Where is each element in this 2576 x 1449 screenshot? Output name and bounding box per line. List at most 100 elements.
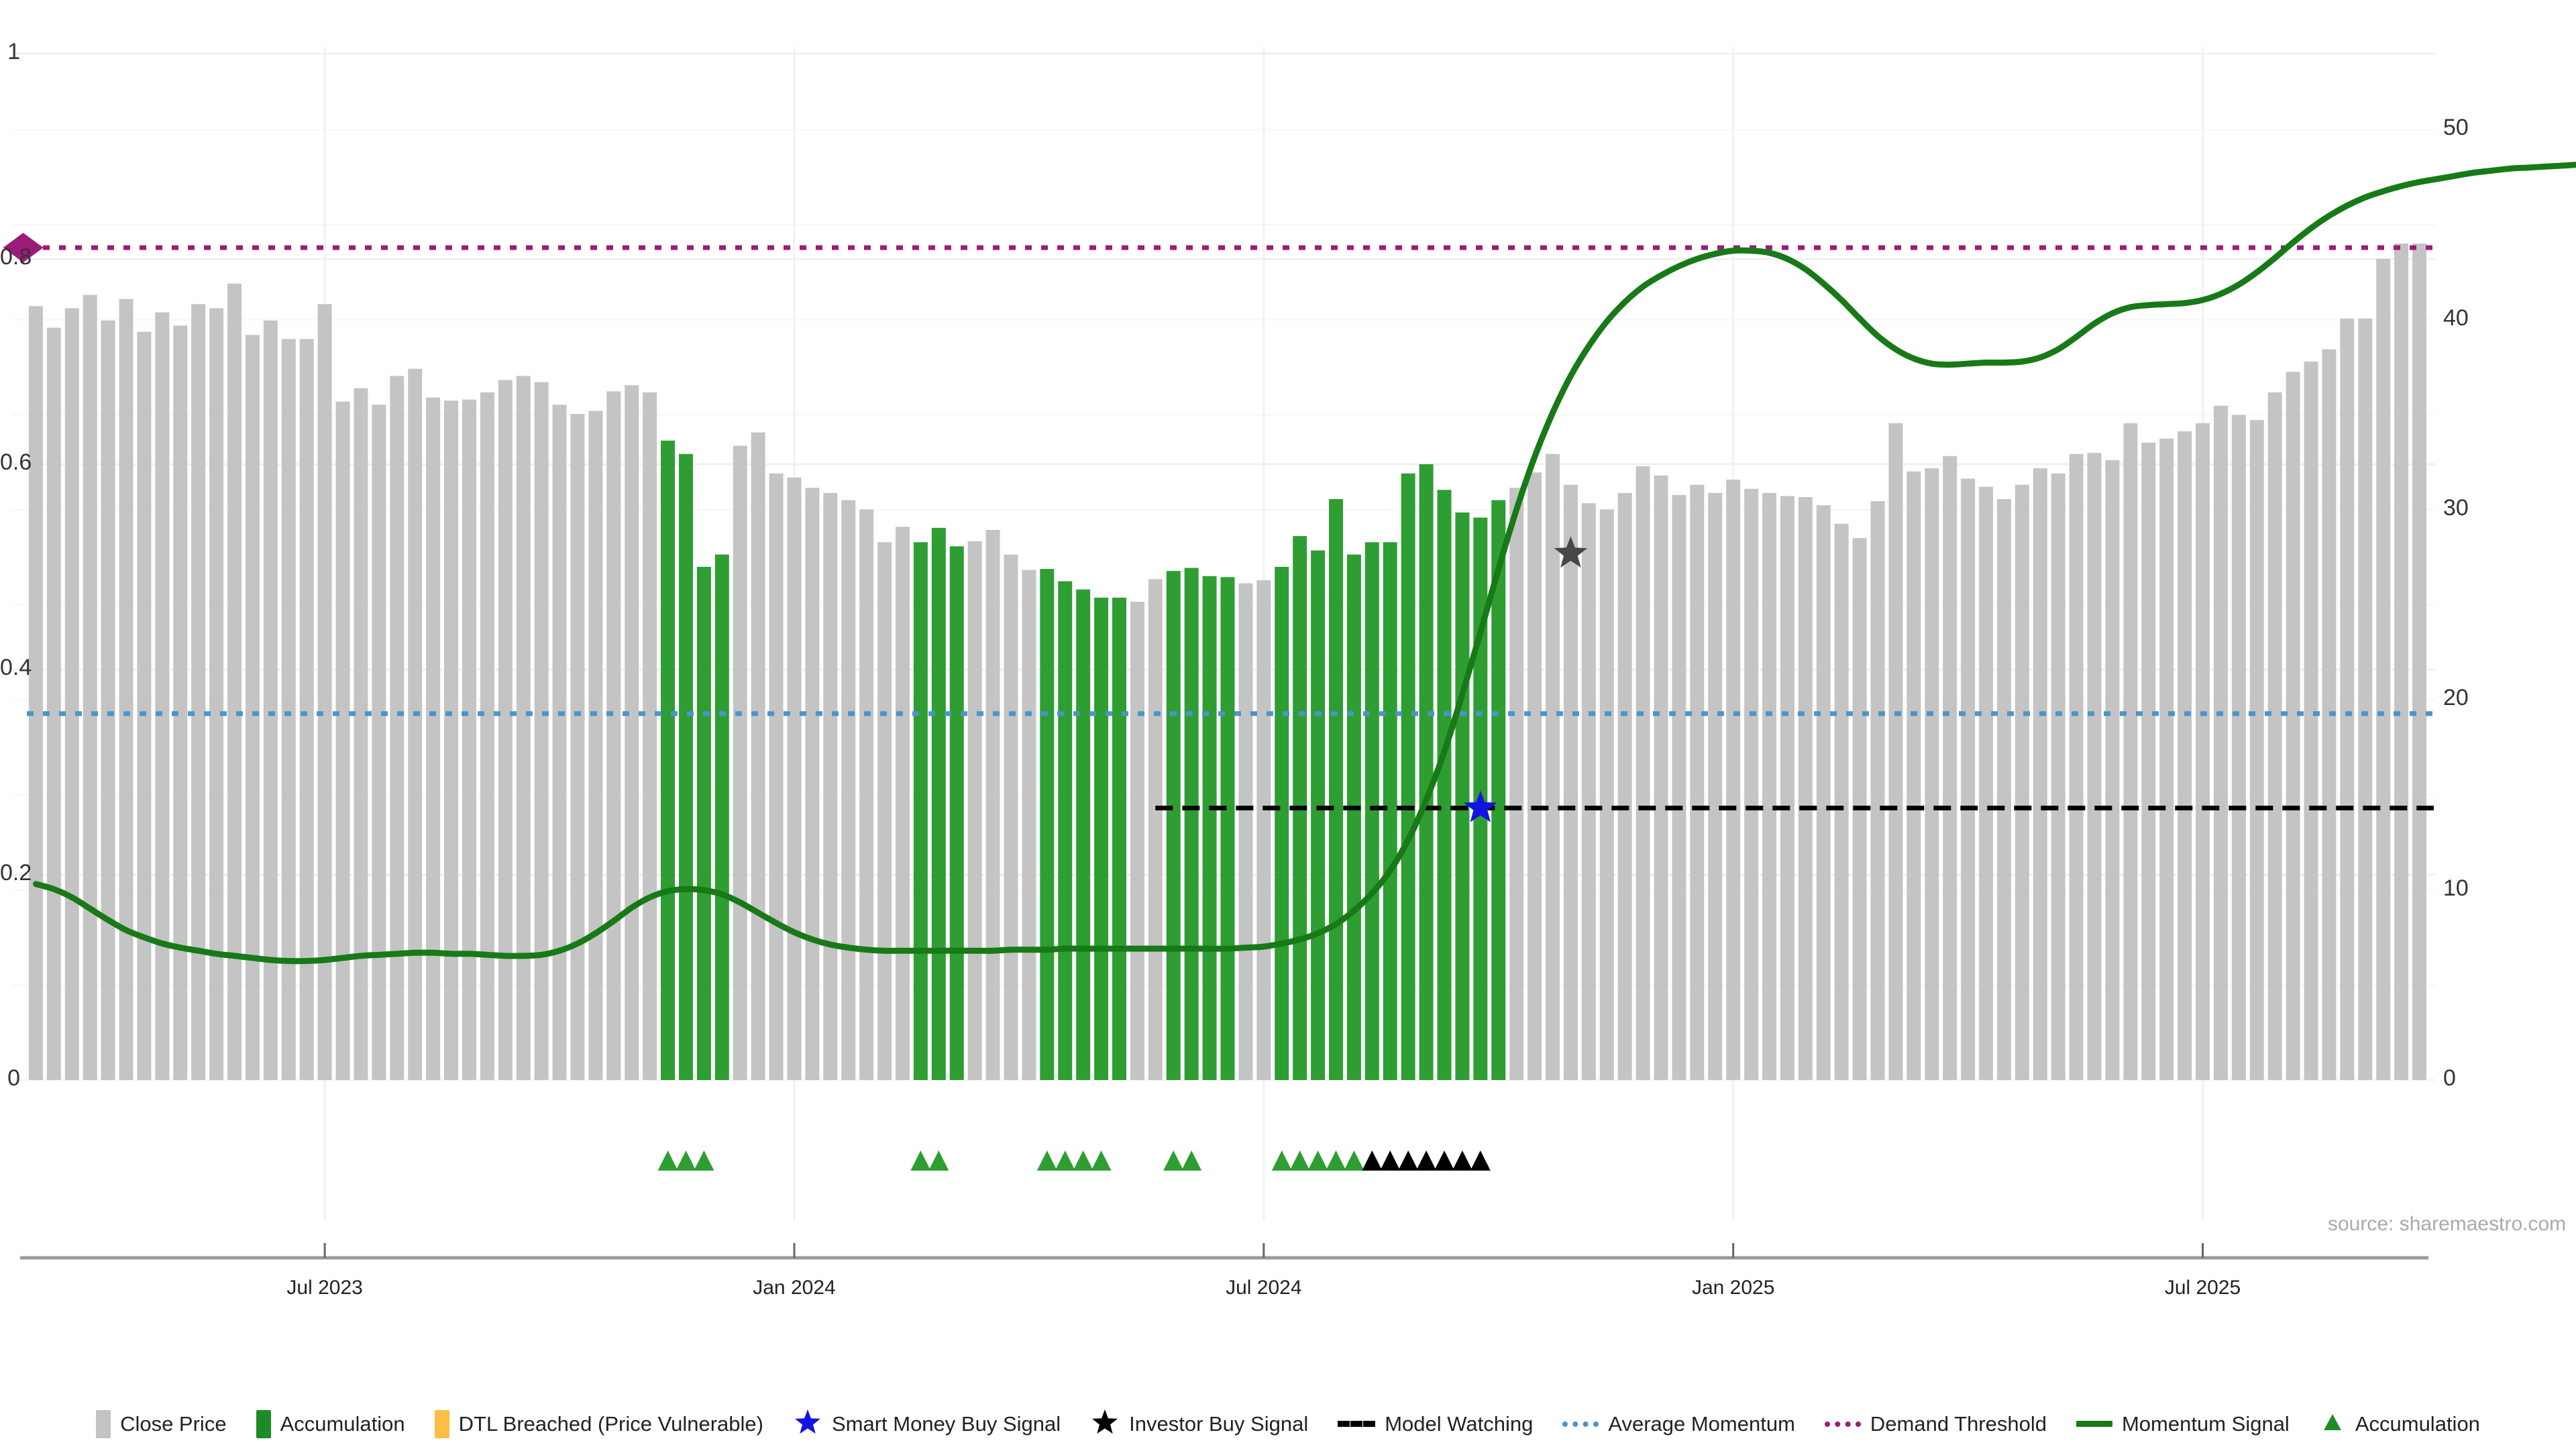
bar-accumulation[interactable] xyxy=(1329,499,1344,1080)
triangle-accumulation-black[interactable] xyxy=(1470,1150,1491,1171)
bar-accumulation[interactable] xyxy=(1058,581,1073,1080)
bar-accumulation[interactable] xyxy=(1094,597,1109,1080)
bar-accumulation[interactable] xyxy=(1076,589,1091,1080)
bar-close-price[interactable] xyxy=(119,299,133,1080)
bar-accumulation[interactable] xyxy=(1491,500,1506,1080)
triangle-accumulation-green[interactable] xyxy=(1181,1150,1202,1171)
triangle-accumulation-green[interactable] xyxy=(1163,1150,1184,1171)
bar-close-price[interactable] xyxy=(552,405,567,1080)
triangle-accumulation-green[interactable] xyxy=(676,1150,696,1171)
bar-close-price[interactable] xyxy=(1925,468,1939,1080)
triangle-accumulation-green[interactable] xyxy=(1073,1150,1093,1171)
bar-close-price[interactable] xyxy=(1816,505,1831,1080)
triangle-accumulation-black[interactable] xyxy=(1362,1150,1383,1171)
bar-close-price[interactable] xyxy=(2051,473,2065,1080)
bar-close-price[interactable] xyxy=(805,488,820,1080)
bar-accumulation[interactable] xyxy=(1184,568,1199,1080)
triangle-accumulation-green[interactable] xyxy=(1271,1150,1292,1171)
legend-item[interactable]: Investor Buy Signal xyxy=(1090,1407,1308,1440)
bar-close-price[interactable] xyxy=(46,327,61,1080)
bar-close-price[interactable] xyxy=(625,385,639,1081)
triangle-accumulation-green[interactable] xyxy=(910,1150,931,1171)
bar-close-price[interactable] xyxy=(101,320,115,1080)
bar-close-price[interactable] xyxy=(2358,318,2373,1080)
bar-close-price[interactable] xyxy=(2123,423,2138,1080)
bar-close-price[interactable] xyxy=(985,529,1000,1080)
bar-close-price[interactable] xyxy=(1780,496,1794,1080)
bar-close-price[interactable] xyxy=(390,376,405,1081)
bar-close-price[interactable] xyxy=(1744,488,1759,1080)
bar-close-price[interactable] xyxy=(2231,415,2246,1080)
bar-close-price[interactable] xyxy=(1690,484,1705,1080)
bar-close-price[interactable] xyxy=(1996,499,2011,1080)
triangle-accumulation-green[interactable] xyxy=(1289,1150,1310,1171)
legend-item[interactable]: Close Price xyxy=(96,1409,227,1438)
bar-close-price[interactable] xyxy=(372,405,386,1080)
legend-item[interactable]: Smart Money Buy Signal xyxy=(793,1407,1061,1440)
bar-close-price[interactable] xyxy=(1617,492,1632,1080)
legend-item[interactable]: Momentum Signal xyxy=(2076,1412,2290,1436)
bar-close-price[interactable] xyxy=(2105,460,2120,1080)
bar-close-price[interactable] xyxy=(2178,431,2192,1080)
bar-close-price[interactable] xyxy=(841,500,856,1080)
bar-close-price[interactable] xyxy=(2159,438,2174,1080)
triangle-accumulation-black[interactable] xyxy=(1416,1150,1437,1171)
bar-close-price[interactable] xyxy=(173,325,188,1081)
bar-close-price[interactable] xyxy=(1979,486,1994,1080)
bar-accumulation[interactable] xyxy=(1419,464,1434,1080)
bar-accumulation[interactable] xyxy=(1455,512,1470,1080)
bar-close-price[interactable] xyxy=(426,397,441,1080)
bar-accumulation[interactable] xyxy=(1040,569,1055,1080)
bar-close-price[interactable] xyxy=(2249,420,2264,1080)
bar-close-price[interactable] xyxy=(444,400,459,1080)
bar-close-price[interactable] xyxy=(1834,523,1849,1080)
bar-close-price[interactable] xyxy=(245,335,260,1081)
bar-close-price[interactable] xyxy=(2340,318,2355,1080)
bar-close-price[interactable] xyxy=(498,380,513,1080)
legend-item[interactable]: DTL Breached (Price Vulnerable) xyxy=(434,1409,763,1438)
marker-smart-money-buy-signal[interactable] xyxy=(1464,790,1497,822)
bar-close-price[interactable] xyxy=(1943,455,1957,1080)
bar-close-price[interactable] xyxy=(1022,570,1036,1080)
triangle-accumulation-green[interactable] xyxy=(1091,1150,1112,1171)
triangle-accumulation-green[interactable] xyxy=(1307,1150,1328,1171)
bar-close-price[interactable] xyxy=(1726,479,1741,1080)
bar-close-price[interactable] xyxy=(2322,349,2337,1080)
bar-accumulation[interactable] xyxy=(1437,490,1452,1080)
triangle-accumulation-green[interactable] xyxy=(1344,1150,1364,1171)
bar-close-price[interactable] xyxy=(1148,579,1163,1080)
bar-close-price[interactable] xyxy=(2394,244,2409,1080)
triangle-accumulation-green[interactable] xyxy=(1326,1150,1346,1171)
bar-close-price[interactable] xyxy=(643,392,657,1080)
legend-item[interactable]: Demand Threshold xyxy=(1824,1412,2047,1436)
bar-close-price[interactable] xyxy=(2412,244,2427,1080)
bar-accumulation[interactable] xyxy=(1473,517,1488,1080)
bar-close-price[interactable] xyxy=(1654,475,1668,1080)
bar-close-price[interactable] xyxy=(1708,492,1723,1080)
bar-close-price[interactable] xyxy=(895,527,910,1080)
legend-item[interactable]: Accumulation xyxy=(256,1409,405,1438)
triangle-accumulation-black[interactable] xyxy=(1434,1150,1455,1171)
bar-close-price[interactable] xyxy=(480,392,494,1080)
triangle-accumulation-green[interactable] xyxy=(694,1150,714,1171)
bar-close-price[interactable] xyxy=(1961,478,1976,1080)
bar-accumulation[interactable] xyxy=(1346,554,1361,1080)
bar-close-price[interactable] xyxy=(2267,392,2282,1080)
legend-item[interactable]: Average Momentum xyxy=(1562,1412,1795,1436)
bar-close-price[interactable] xyxy=(155,312,170,1080)
bar-close-price[interactable] xyxy=(2196,423,2210,1080)
triangle-accumulation-green[interactable] xyxy=(1055,1150,1075,1171)
bar-close-price[interactable] xyxy=(534,382,549,1080)
bar-close-price[interactable] xyxy=(1599,509,1614,1080)
bar-close-price[interactable] xyxy=(408,368,423,1081)
bar-close-price[interactable] xyxy=(2376,259,2391,1080)
bar-close-price[interactable] xyxy=(335,401,350,1080)
bar-accumulation[interactable] xyxy=(949,546,964,1080)
bar-accumulation[interactable] xyxy=(1364,542,1379,1080)
bar-close-price[interactable] xyxy=(317,304,332,1080)
bar-accumulation[interactable] xyxy=(714,554,729,1080)
bar-close-price[interactable] xyxy=(1527,472,1542,1080)
triangle-accumulation-black[interactable] xyxy=(1452,1150,1472,1171)
bar-close-price[interactable] xyxy=(2015,484,2029,1080)
bar-close-price[interactable] xyxy=(281,339,296,1081)
